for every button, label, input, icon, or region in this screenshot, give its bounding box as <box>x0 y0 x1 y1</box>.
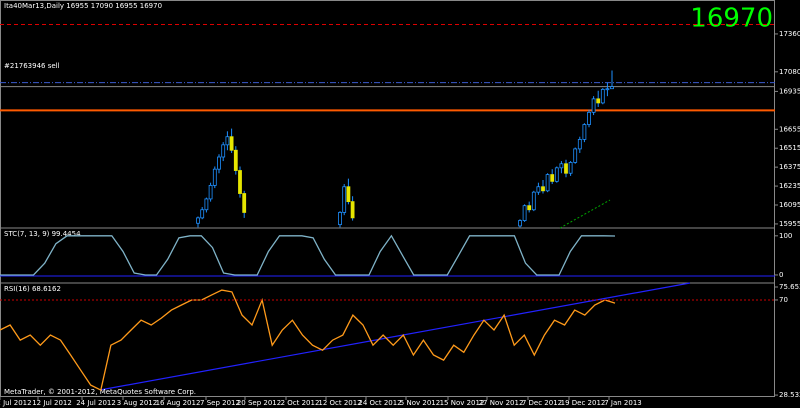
candle-body <box>527 205 532 211</box>
candle-body <box>229 136 234 151</box>
candle-body <box>596 98 601 104</box>
tick-label: 16655 <box>779 125 800 133</box>
x-tick-label: 5 Nov 2012 <box>400 399 440 407</box>
rsi_panel-line <box>0 289 616 392</box>
candle-body <box>221 144 226 158</box>
x-tick-label: 7 Jan 2013 <box>604 399 642 407</box>
tick-label: 16235 <box>779 182 800 190</box>
x-tick-label: 12 Oct 2012 <box>318 399 361 407</box>
stc_panel-line <box>0 234 616 276</box>
candle-body <box>204 198 209 211</box>
rsi-label: RSI(16) 68.6162 <box>4 285 61 293</box>
footer: MetaTrader, © 2001-2012, MetaQuotes Soft… <box>4 388 196 396</box>
tick-label: 16935 <box>779 87 800 95</box>
x-tick-label: 3 Aug 2012 <box>117 399 157 407</box>
x-tick-label: 2 Oct 2012 <box>281 399 320 407</box>
tick-label: 16095 <box>779 201 800 209</box>
frame <box>0 0 775 397</box>
candle-body <box>338 212 342 226</box>
candle-body <box>591 98 596 113</box>
tick-label: 75.6538 <box>779 283 800 291</box>
trend-projection <box>559 199 611 229</box>
candle-body <box>350 201 355 219</box>
candle-body <box>564 163 568 174</box>
x-tick-label: 16 Aug 2012 <box>156 399 201 407</box>
candle-body <box>545 174 550 192</box>
x-tick-label: 27 Nov 2012 <box>479 399 524 407</box>
tick-label: 15955 <box>779 220 800 228</box>
candle-body <box>200 209 205 219</box>
candle-body <box>605 88 610 91</box>
candle-body <box>238 170 242 194</box>
order-label: #21763946 sell <box>4 62 60 70</box>
candle-body <box>554 167 559 182</box>
big-price: 16970 <box>690 4 773 34</box>
tick-label: 28.5325 <box>779 391 800 399</box>
stc-label: STC(7, 13, 9) 99.4454 <box>4 230 81 238</box>
x-tick-label: 24 Jul 2012 <box>76 399 116 407</box>
symbol-header: Ita40Mar13,Daily 16955 17090 16955 16970 <box>4 2 162 10</box>
tick-label: 16375 <box>779 163 800 171</box>
x-tick-label: 12 Jul 2012 <box>32 399 72 407</box>
candle-body <box>582 124 587 140</box>
candle-body <box>541 186 545 192</box>
candle-body <box>600 88 605 104</box>
candle-body <box>196 217 200 224</box>
candle-body <box>610 86 614 90</box>
tick-label: 17360 <box>779 30 800 38</box>
rsi-trendline <box>99 282 691 391</box>
candle-body <box>568 162 573 174</box>
tick-label: 70 <box>779 296 788 304</box>
candle-body <box>233 149 238 171</box>
candle-body <box>522 205 527 221</box>
candle-body <box>208 185 213 200</box>
tick-label: 0 <box>779 271 783 279</box>
candle-body <box>550 174 555 182</box>
candle-body <box>536 186 541 193</box>
x-tick-label: 7 Sep 2012 <box>200 399 240 407</box>
candle-body <box>217 156 221 170</box>
candle-body <box>346 186 351 203</box>
candle-body <box>559 163 564 169</box>
x-tick-label: 15 Nov 2012 <box>440 399 485 407</box>
x-tick-label: 20 Sep 2012 <box>237 399 281 407</box>
candle-body <box>225 136 230 146</box>
tick-label: 16515 <box>779 144 800 152</box>
candle-body <box>518 220 522 227</box>
x-tick-label: 7 Dec 2012 <box>522 399 562 407</box>
candle-body <box>531 191 536 211</box>
x-tick-label: 2 Jul 2012 <box>0 399 32 407</box>
candle-body <box>342 186 347 213</box>
tick-label: 100 <box>779 232 792 240</box>
candle-body <box>212 168 217 186</box>
candle-body <box>587 111 591 125</box>
tick-label: 17080 <box>779 68 800 76</box>
x-tick-label: 19 Dec 2012 <box>561 399 606 407</box>
candle-body <box>577 139 582 150</box>
x-tick-label: 24 Oct 2012 <box>358 399 401 407</box>
candle-body <box>242 193 247 213</box>
candle-body <box>573 148 578 163</box>
